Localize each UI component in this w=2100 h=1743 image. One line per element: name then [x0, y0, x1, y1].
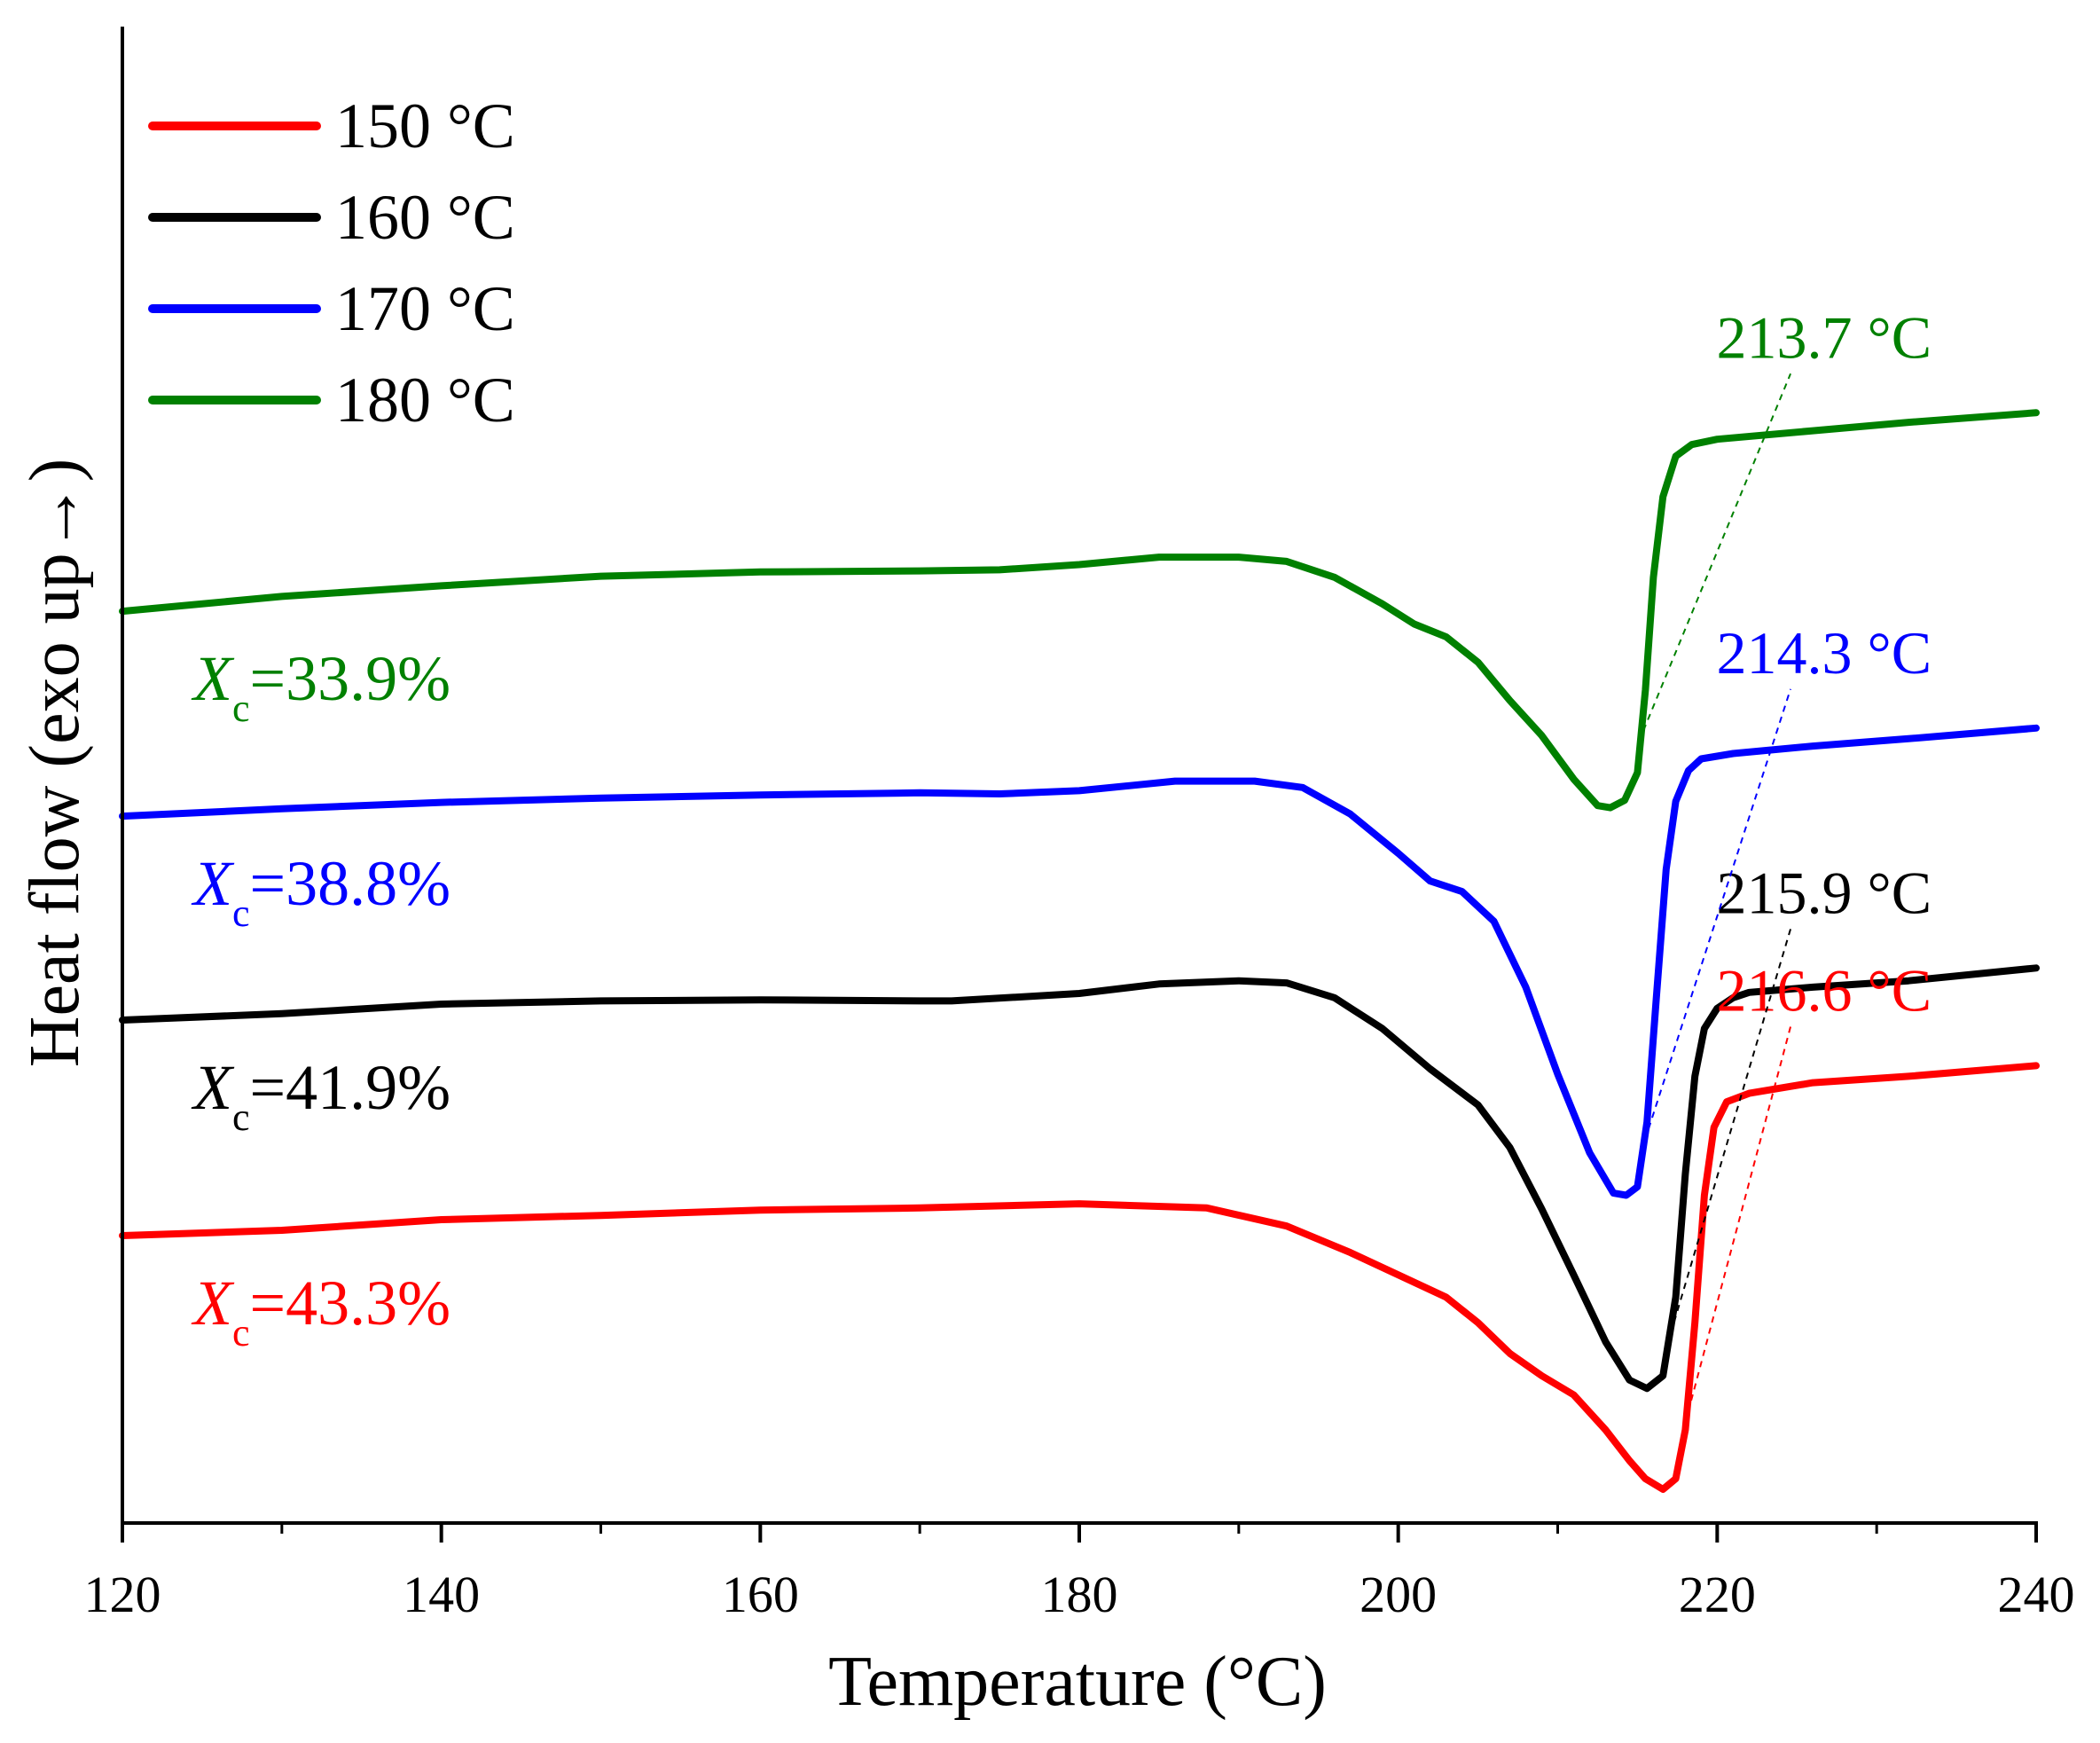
series-line-180: [119, 409, 2040, 812]
peak-label-150: 216.6 °C: [1717, 956, 1932, 1024]
peak-label-170: 214.3 °C: [1717, 619, 1932, 687]
x-axis-label: Temperature (°C): [828, 1643, 1327, 1721]
xc-label-150: Xc=43.3%: [191, 1268, 451, 1354]
x-ticks: 120 140 160 180 200 220 240: [84, 1523, 2075, 1623]
x-tick-label: 200: [1360, 1566, 1437, 1623]
xc-label-160: Xc=41.9%: [191, 1052, 451, 1139]
series-line-150: [119, 1062, 2040, 1493]
series-line-170: [119, 724, 2040, 1199]
x-tick-label: 240: [1998, 1566, 2075, 1623]
x-tick-label: 220: [1679, 1566, 1756, 1623]
legend-label: 150 °C: [335, 90, 515, 161]
legend-label: 170 °C: [335, 273, 515, 344]
legend-label: 160 °C: [335, 182, 515, 253]
xc-label-170: Xc=38.8%: [191, 848, 451, 935]
x-tick-label: 180: [1041, 1566, 1118, 1623]
y-axis-label: Heat flow (exo up→): [16, 459, 94, 1067]
xc-label-180: Xc=33.9%: [191, 643, 451, 730]
annotations: Xc=43.3% 216.6 °C Xc=41.9% 215.9 °C Xc=38.8%…: [191, 303, 1932, 1424]
legend: 150 °C 160 °C 170 °C 180 °C: [148, 90, 515, 436]
x-tick-label: 120: [84, 1566, 161, 1623]
peak-leader-180: [1638, 373, 1791, 742]
x-tick-label: 160: [722, 1566, 799, 1623]
peak-label-160: 215.9 °C: [1717, 859, 1932, 926]
legend-label: 180 °C: [335, 365, 515, 436]
peak-leader-170: [1648, 688, 1792, 1129]
series-layer: [119, 409, 2040, 1493]
peak-label-180: 213.7 °C: [1717, 303, 1932, 371]
series-line-160: [119, 964, 2040, 1393]
x-tick-label: 140: [403, 1566, 480, 1623]
